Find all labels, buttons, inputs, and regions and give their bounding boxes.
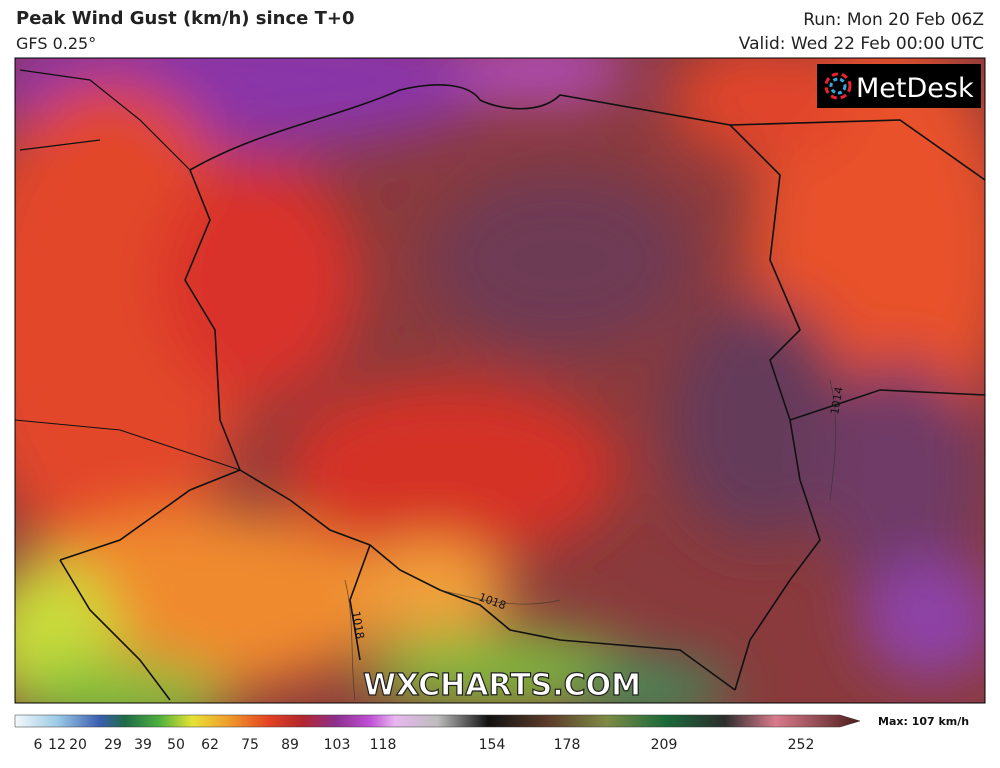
valid-time: Valid: Wed 22 Feb 00:00 UTC — [738, 34, 984, 54]
colorbar-tick-label: 154 — [479, 737, 506, 753]
colorbar-tick-label: 75 — [241, 737, 259, 753]
colorbar-tick-label: 12 — [48, 737, 66, 753]
colorbar-tick-label: 252 — [788, 737, 815, 753]
logo-text: MetDesk — [856, 73, 974, 104]
title: Peak Wind Gust (km/h) since T+0 — [16, 8, 355, 29]
colorbar-tick-label: 20 — [69, 737, 87, 753]
watermark: WXCHARTS.COM — [363, 668, 641, 703]
colorbar-tick-label: 29 — [104, 737, 122, 753]
colorbar: Max: 107 km/h 6 12 20 29 39 50 62 75 89 103 118 154… — [14, 714, 969, 753]
isobar-label: 1014 — [828, 386, 846, 416]
max-label: Max: 107 km/h — [878, 715, 969, 728]
colorbar-tick-label: 118 — [370, 737, 397, 753]
colorbar-tick-label: 89 — [281, 737, 299, 753]
colorbar-tick-label: 50 — [167, 737, 185, 753]
colorbar-tick-label: 178 — [554, 737, 581, 753]
run-time: Run: Mon 20 Feb 06Z — [803, 10, 984, 30]
colorbar-tick-label: 209 — [651, 737, 678, 753]
colorbar-tick-label: 62 — [201, 737, 219, 753]
model: GFS 0.25° — [16, 34, 97, 53]
logo: MetDesk — [817, 64, 981, 108]
isobar-label: 1018 — [349, 610, 367, 640]
wind-field: 1018 1018 1014 WXCHARTS.COM — [15, 58, 985, 703]
colorbar-tick-label: 103 — [324, 737, 351, 753]
colorbar-tick-label: 39 — [134, 737, 152, 753]
colorbar-tick-label: 6 — [34, 737, 43, 753]
borders — [15, 69, 985, 701]
